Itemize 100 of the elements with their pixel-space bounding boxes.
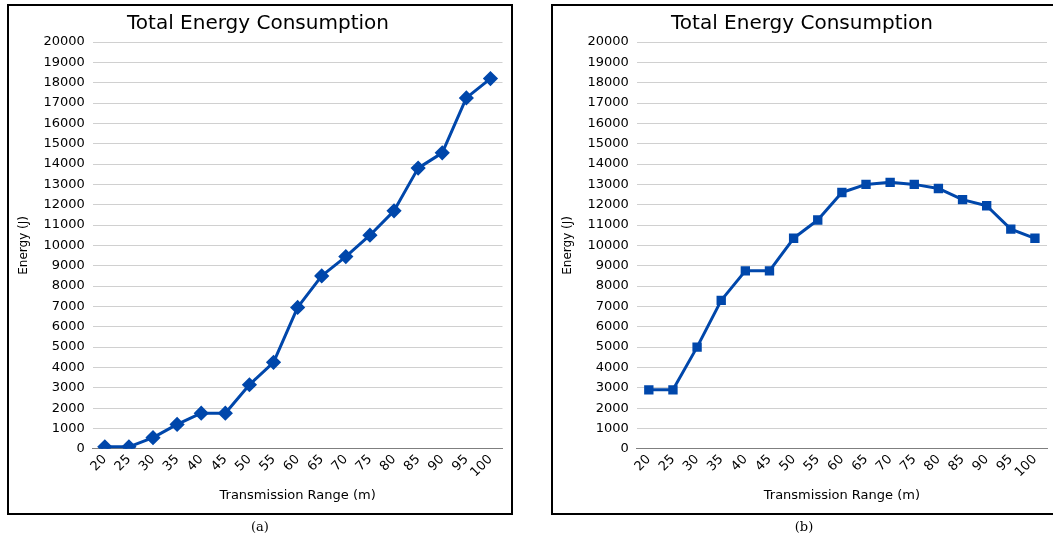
point <box>146 430 161 445</box>
x-tick-label: 55 <box>255 451 279 474</box>
point <box>837 187 847 198</box>
x-tick-label: 20 <box>87 451 110 474</box>
x-tick-label: 35 <box>703 451 726 474</box>
y-tick-label: 2000 <box>595 399 629 415</box>
y-axis-title: Energy (J) <box>560 216 575 275</box>
point <box>387 203 402 218</box>
x-tick-label: 30 <box>679 451 702 474</box>
y-tick-label: 11000 <box>43 216 85 232</box>
y-tick-label: 5000 <box>595 338 629 354</box>
x-axis-title: Transmission Range (m) <box>762 486 921 502</box>
x-tick-label: 80 <box>920 451 943 474</box>
x-tick-label: 100 <box>1011 451 1040 480</box>
y-tick-label: 15000 <box>43 135 85 151</box>
y-tick-label: 9000 <box>595 257 629 273</box>
point <box>957 194 968 205</box>
point <box>788 233 799 243</box>
point <box>338 249 353 264</box>
y-tick-label: 13000 <box>43 175 85 191</box>
point <box>740 266 751 276</box>
y-tick-label: 12000 <box>43 196 85 212</box>
y-tick-label: 6000 <box>595 318 629 334</box>
chart-title: Total Energy Consumption <box>670 10 933 35</box>
point <box>861 179 871 190</box>
point <box>1006 224 1016 234</box>
point <box>692 342 702 352</box>
x-tick-label: 60 <box>279 451 303 474</box>
point <box>411 161 426 176</box>
y-tick-label: 3000 <box>51 379 85 395</box>
y-tick-label: 20000 <box>43 33 85 49</box>
point <box>644 385 654 395</box>
text: (b) <box>793 519 815 534</box>
point <box>290 300 305 315</box>
y-tick-label: 1000 <box>51 419 85 435</box>
y-tick-label: 20000 <box>587 33 629 49</box>
x-tick-label: 30 <box>135 451 158 474</box>
y-tick-label: 8000 <box>51 277 85 293</box>
text: (a) <box>250 519 270 534</box>
x-tick-label: 35 <box>159 451 182 474</box>
x-tick-label: 45 <box>751 451 774 474</box>
point <box>435 145 450 160</box>
y-tick-label: 17000 <box>587 94 629 110</box>
y-tick-label: 17000 <box>43 94 85 110</box>
y-tick-label: 16000 <box>587 114 629 130</box>
point <box>242 377 257 392</box>
y-tick-label: 1000 <box>595 419 629 435</box>
point <box>885 177 895 188</box>
point <box>1030 233 1040 243</box>
x-tick-label: 60 <box>824 451 847 474</box>
x-tick-label: 75 <box>896 451 919 474</box>
x-tick-label: 40 <box>727 451 750 474</box>
y-tick-label: 18000 <box>43 74 85 90</box>
y-tick-label: 9000 <box>51 257 85 273</box>
point <box>459 90 474 105</box>
y-tick-label: 8000 <box>595 277 629 293</box>
x-tick-label: 50 <box>775 451 799 474</box>
point <box>813 215 823 225</box>
x-axis-title: Transmission Range (m) <box>218 486 376 502</box>
point <box>764 266 775 276</box>
y-tick-label: 3000 <box>595 379 629 395</box>
x-tick-label: 45 <box>207 451 230 474</box>
x-tick-label: 75 <box>352 451 375 474</box>
y-axis-title: Energy (J) <box>16 216 31 275</box>
point <box>194 406 209 421</box>
x-tick-label: 25 <box>111 451 134 474</box>
y-tick-label: 13000 <box>587 175 629 191</box>
point <box>668 385 678 395</box>
y-tick-label: 12000 <box>587 196 629 212</box>
point <box>170 417 185 432</box>
x-tick-label: 90 <box>424 451 447 474</box>
y-tick-label: 10000 <box>587 236 629 252</box>
point <box>218 406 233 421</box>
y-tick-label: 4000 <box>595 358 629 374</box>
point <box>483 71 498 86</box>
chart-title: Total Energy Consumption <box>126 10 389 35</box>
x-tick-label: 70 <box>328 451 351 474</box>
point <box>314 268 329 283</box>
point <box>362 228 377 243</box>
x-tick-label: 80 <box>376 451 399 474</box>
y-tick-label: 14000 <box>43 155 85 171</box>
y-tick-label: 15000 <box>587 135 629 151</box>
y-tick-label: 16000 <box>43 114 85 130</box>
y-tick-label: 19000 <box>587 53 629 69</box>
y-tick-label: 7000 <box>51 297 85 313</box>
x-tick-label: 65 <box>303 451 327 474</box>
x-tick-label: 40 <box>183 451 206 474</box>
y-tick-label: 19000 <box>43 53 85 69</box>
point <box>981 201 992 211</box>
point <box>266 355 281 370</box>
y-tick-label: 7000 <box>595 297 629 313</box>
x-tick-label: 65 <box>848 451 871 474</box>
y-tick-label: 6000 <box>51 318 85 334</box>
y-tick-label: 11000 <box>587 216 629 232</box>
y-tick-label: 0 <box>620 440 629 456</box>
x-tick-label: 70 <box>872 451 895 474</box>
x-tick-label: 20 <box>631 451 654 474</box>
x-tick-label: 50 <box>231 451 254 474</box>
y-tick-label: 5000 <box>51 338 85 354</box>
point <box>933 183 944 194</box>
